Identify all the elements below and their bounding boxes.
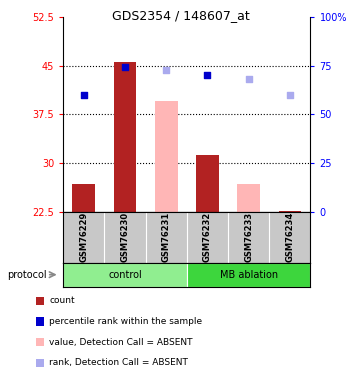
Text: protocol: protocol bbox=[7, 270, 47, 280]
Text: GSM76232: GSM76232 bbox=[203, 212, 212, 262]
Text: rank, Detection Call = ABSENT: rank, Detection Call = ABSENT bbox=[49, 358, 188, 368]
Point bbox=[163, 67, 169, 73]
Bar bbox=[279, 211, 301, 212]
Point bbox=[287, 92, 293, 98]
Point bbox=[81, 92, 87, 98]
Bar bbox=[114, 62, 136, 212]
Text: GDS2354 / 148607_at: GDS2354 / 148607_at bbox=[112, 9, 249, 22]
Point bbox=[246, 76, 252, 82]
Bar bbox=[155, 101, 178, 212]
Bar bbox=[196, 155, 219, 212]
Bar bbox=[187, 262, 310, 287]
Bar bbox=[237, 184, 260, 212]
Bar bbox=[73, 184, 95, 212]
Text: value, Detection Call = ABSENT: value, Detection Call = ABSENT bbox=[49, 338, 193, 347]
Point bbox=[122, 64, 128, 70]
Text: MB ablation: MB ablation bbox=[219, 270, 278, 280]
Text: GSM76230: GSM76230 bbox=[121, 212, 130, 262]
Text: GSM76229: GSM76229 bbox=[79, 212, 88, 262]
Text: percentile rank within the sample: percentile rank within the sample bbox=[49, 317, 203, 326]
Text: GSM76233: GSM76233 bbox=[244, 212, 253, 262]
Text: GSM76234: GSM76234 bbox=[285, 212, 294, 262]
Bar bbox=[63, 262, 187, 287]
Text: control: control bbox=[108, 270, 142, 280]
Text: count: count bbox=[49, 297, 75, 306]
Text: GSM76231: GSM76231 bbox=[162, 212, 171, 262]
Point bbox=[205, 72, 210, 78]
